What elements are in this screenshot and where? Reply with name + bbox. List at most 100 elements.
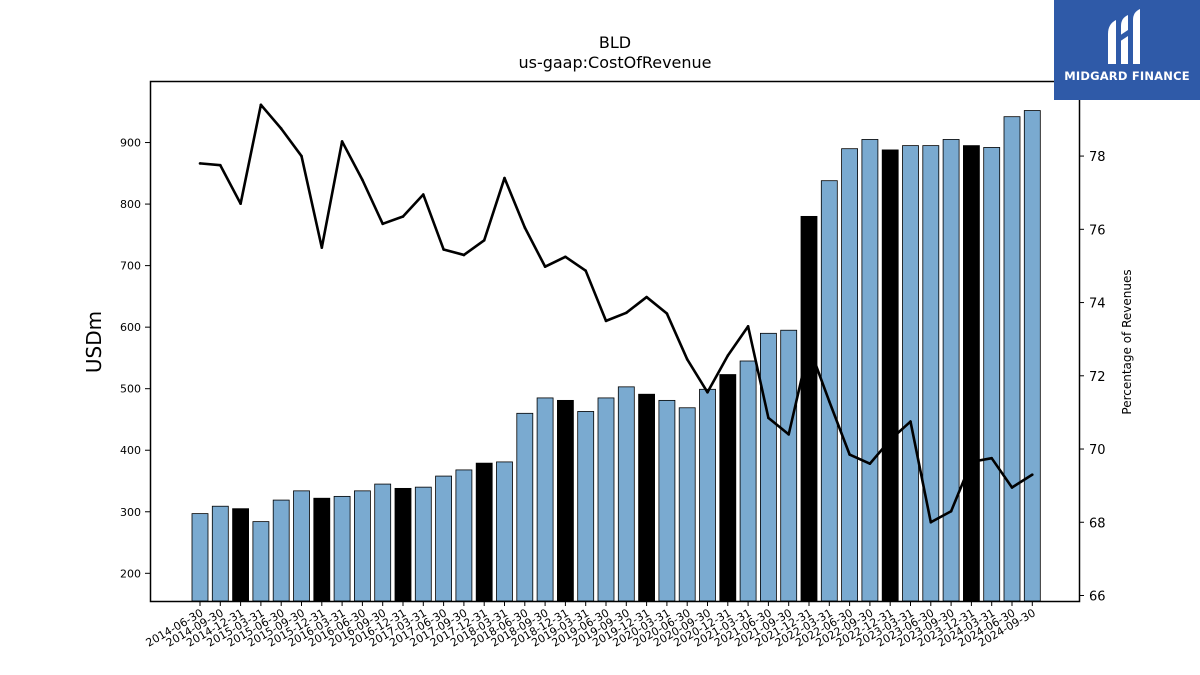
chart-title: BLD	[599, 33, 631, 52]
y-tick-label-300: 300	[120, 506, 141, 519]
y2-tick-label-76: 76	[1089, 223, 1106, 238]
y-tick-label-600: 600	[120, 321, 141, 334]
line-point-2018-06-30	[523, 226, 527, 229]
y-tick-label-500: 500	[120, 383, 141, 396]
bar-2021-09-30	[780, 329, 798, 602]
bar-2023-09-30	[942, 139, 960, 602]
bar-2016-12-31	[394, 487, 412, 602]
bar-2019-06-30	[597, 397, 615, 602]
line-point-2016-06-30	[361, 178, 364, 182]
bar-2015-03-31	[252, 521, 270, 602]
bar-2014-06-30	[191, 513, 209, 602]
x-axis-ticks: 2014-06-302014-09-302014-12-312015-03-31…	[144, 601, 1038, 650]
bar-2024-09-30	[1023, 110, 1041, 602]
line-point-2021-06-30	[767, 416, 770, 420]
y2-tick-label-68: 68	[1089, 516, 1106, 531]
logo: MIDGARD FINANCE	[1054, 0, 1200, 100]
bar-2020-03-31	[658, 399, 676, 602]
line-point-2023-06-30	[929, 520, 933, 524]
line-point-2019-06-30	[604, 319, 608, 323]
line-point-2015-06-30	[279, 127, 283, 130]
bar-2017-03-31	[414, 486, 432, 602]
bar-2018-06-30	[516, 412, 534, 602]
line-point-2023-03-31	[909, 420, 912, 423]
line-point-2018-03-31	[503, 176, 506, 180]
line-point-2020-09-30	[706, 390, 709, 394]
y2-axis-label: Percentage of Revenues	[1120, 269, 1134, 414]
bar-2015-09-30	[293, 490, 310, 602]
line-point-2016-09-30	[381, 222, 385, 226]
line-point-2014-12-31	[239, 202, 242, 205]
bar-2020-09-30	[699, 388, 716, 602]
bar-2018-09-30	[536, 397, 554, 602]
line-point-2024-09-30	[1031, 473, 1034, 476]
line-point-2017-03-31	[422, 193, 425, 196]
line-point-2015-09-30	[300, 154, 303, 158]
y-axis-label: USDm	[82, 311, 106, 373]
y2-tick-label-78: 78	[1089, 150, 1106, 165]
bar-2015-12-31	[313, 497, 331, 602]
line-point-2014-09-30	[219, 163, 222, 167]
bar-2021-12-31	[800, 215, 818, 602]
bar-2024-06-30	[1003, 116, 1021, 602]
bar-2020-06-30	[678, 407, 696, 602]
bar-2016-03-31	[333, 495, 351, 602]
line-point-2021-03-31	[746, 325, 750, 328]
y-tick-label-800: 800	[120, 198, 141, 211]
bar-2017-06-30	[435, 475, 453, 602]
line-point-2023-12-31	[970, 460, 973, 464]
y-axis-ticks: 200 300 400 500 600 700 800 900	[120, 137, 150, 580]
line-point-2020-12-31	[726, 354, 730, 357]
bars-group	[191, 110, 1041, 602]
bar-2023-03-31	[902, 145, 919, 602]
y-tick-label-400: 400	[120, 444, 141, 457]
line-point-2018-09-30	[543, 265, 547, 268]
line-group	[198, 103, 1034, 524]
line-point-2019-03-31	[584, 269, 587, 272]
chart-subtitle: us-gaap:CostOfRevenue	[518, 53, 711, 72]
bar-2019-09-30	[617, 386, 635, 602]
line-point-2022-06-30	[848, 453, 851, 456]
bar-2022-06-30	[841, 148, 858, 602]
bar-2018-12-31	[557, 399, 574, 602]
line-point-2019-09-30	[625, 311, 628, 315]
y2-tick-label-70: 70	[1089, 443, 1106, 458]
y-tick-label-900: 900	[120, 137, 141, 150]
bar-2014-12-31	[232, 508, 250, 602]
line-point-2017-09-30	[462, 253, 466, 257]
bar-2022-03-31	[820, 180, 838, 602]
bar-2015-06-30	[272, 499, 290, 602]
bar-2023-06-30	[922, 145, 940, 602]
line-point-2015-03-31	[259, 103, 263, 107]
bar-2016-06-30	[353, 490, 371, 602]
line-point-2023-09-30	[949, 509, 953, 513]
y2-axis-ticks: 66 68 70 72 74 76 78	[1079, 150, 1106, 605]
line-point-2018-12-31	[564, 255, 567, 259]
line-point-2024-03-31	[990, 456, 993, 460]
line-point-2017-12-31	[482, 239, 486, 242]
bar-2014-09-30	[211, 505, 229, 602]
y-tick-label-700: 700	[120, 260, 141, 273]
bar-2017-09-30	[455, 469, 473, 602]
bar-2019-12-31	[638, 393, 655, 602]
line-point-2022-09-30	[868, 462, 872, 465]
line-point-2015-12-31	[320, 246, 324, 249]
y-tick-label-200: 200	[120, 567, 141, 580]
y2-tick-label-66: 66	[1089, 590, 1106, 605]
y2-tick-label-74: 74	[1089, 297, 1106, 312]
logo-text: MIDGARD FINANCE	[1064, 69, 1190, 83]
bar-2023-12-31	[963, 145, 980, 602]
line-point-2019-12-31	[645, 295, 648, 299]
y2-tick-label-72: 72	[1089, 370, 1106, 385]
bar-2021-03-31	[739, 360, 757, 602]
bar-2024-03-31	[983, 147, 1001, 602]
line-point-2020-03-31	[665, 312, 669, 315]
bar-2019-03-31	[577, 411, 595, 602]
bar-2018-03-31	[496, 461, 513, 602]
logo-mark-icon	[1108, 9, 1140, 64]
line-point-2022-12-31	[888, 438, 892, 442]
line-point-2020-06-30	[685, 358, 689, 361]
plot-frame	[149, 80, 1081, 603]
bar-2021-06-30	[760, 332, 777, 602]
